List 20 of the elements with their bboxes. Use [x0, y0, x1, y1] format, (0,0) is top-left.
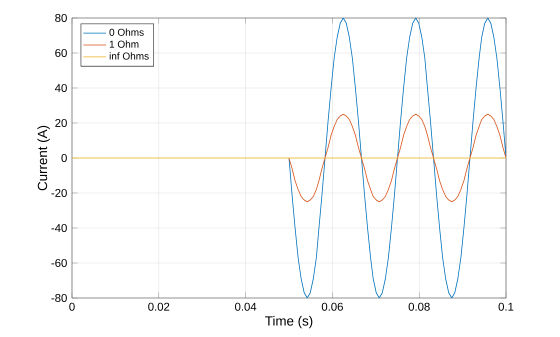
legend-label: 0 Ohms — [109, 28, 144, 36]
x-tick-label: 0.08 — [408, 302, 430, 311]
legend-label: inf Ohms — [110, 52, 149, 60]
y-tick-label: 60 — [55, 48, 67, 57]
x-tick-label: 0 — [69, 302, 75, 311]
y-tick-label: -80 — [51, 294, 67, 302]
x-tick-label: 0.04 — [235, 302, 256, 311]
y-tick-label: 40 — [54, 84, 67, 92]
x-tick-label: 0.1 — [498, 302, 514, 311]
y-axis-title: Current (A) — [37, 126, 50, 190]
legend-label: 1 Ohm — [110, 40, 138, 48]
y-tick-label: 80 — [55, 14, 67, 22]
y-tick-label: 20 — [55, 118, 67, 127]
x-tick-label: 0.02 — [148, 302, 170, 311]
x-axis-title: Time (s) — [265, 316, 312, 328]
x-tick-label: 0.06 — [322, 302, 343, 311]
y-tick-label: -60 — [51, 258, 67, 268]
y-tick-label: 0 — [61, 154, 67, 162]
y-tick-label: -20 — [51, 188, 67, 198]
y-tick-label: -40 — [51, 224, 67, 232]
